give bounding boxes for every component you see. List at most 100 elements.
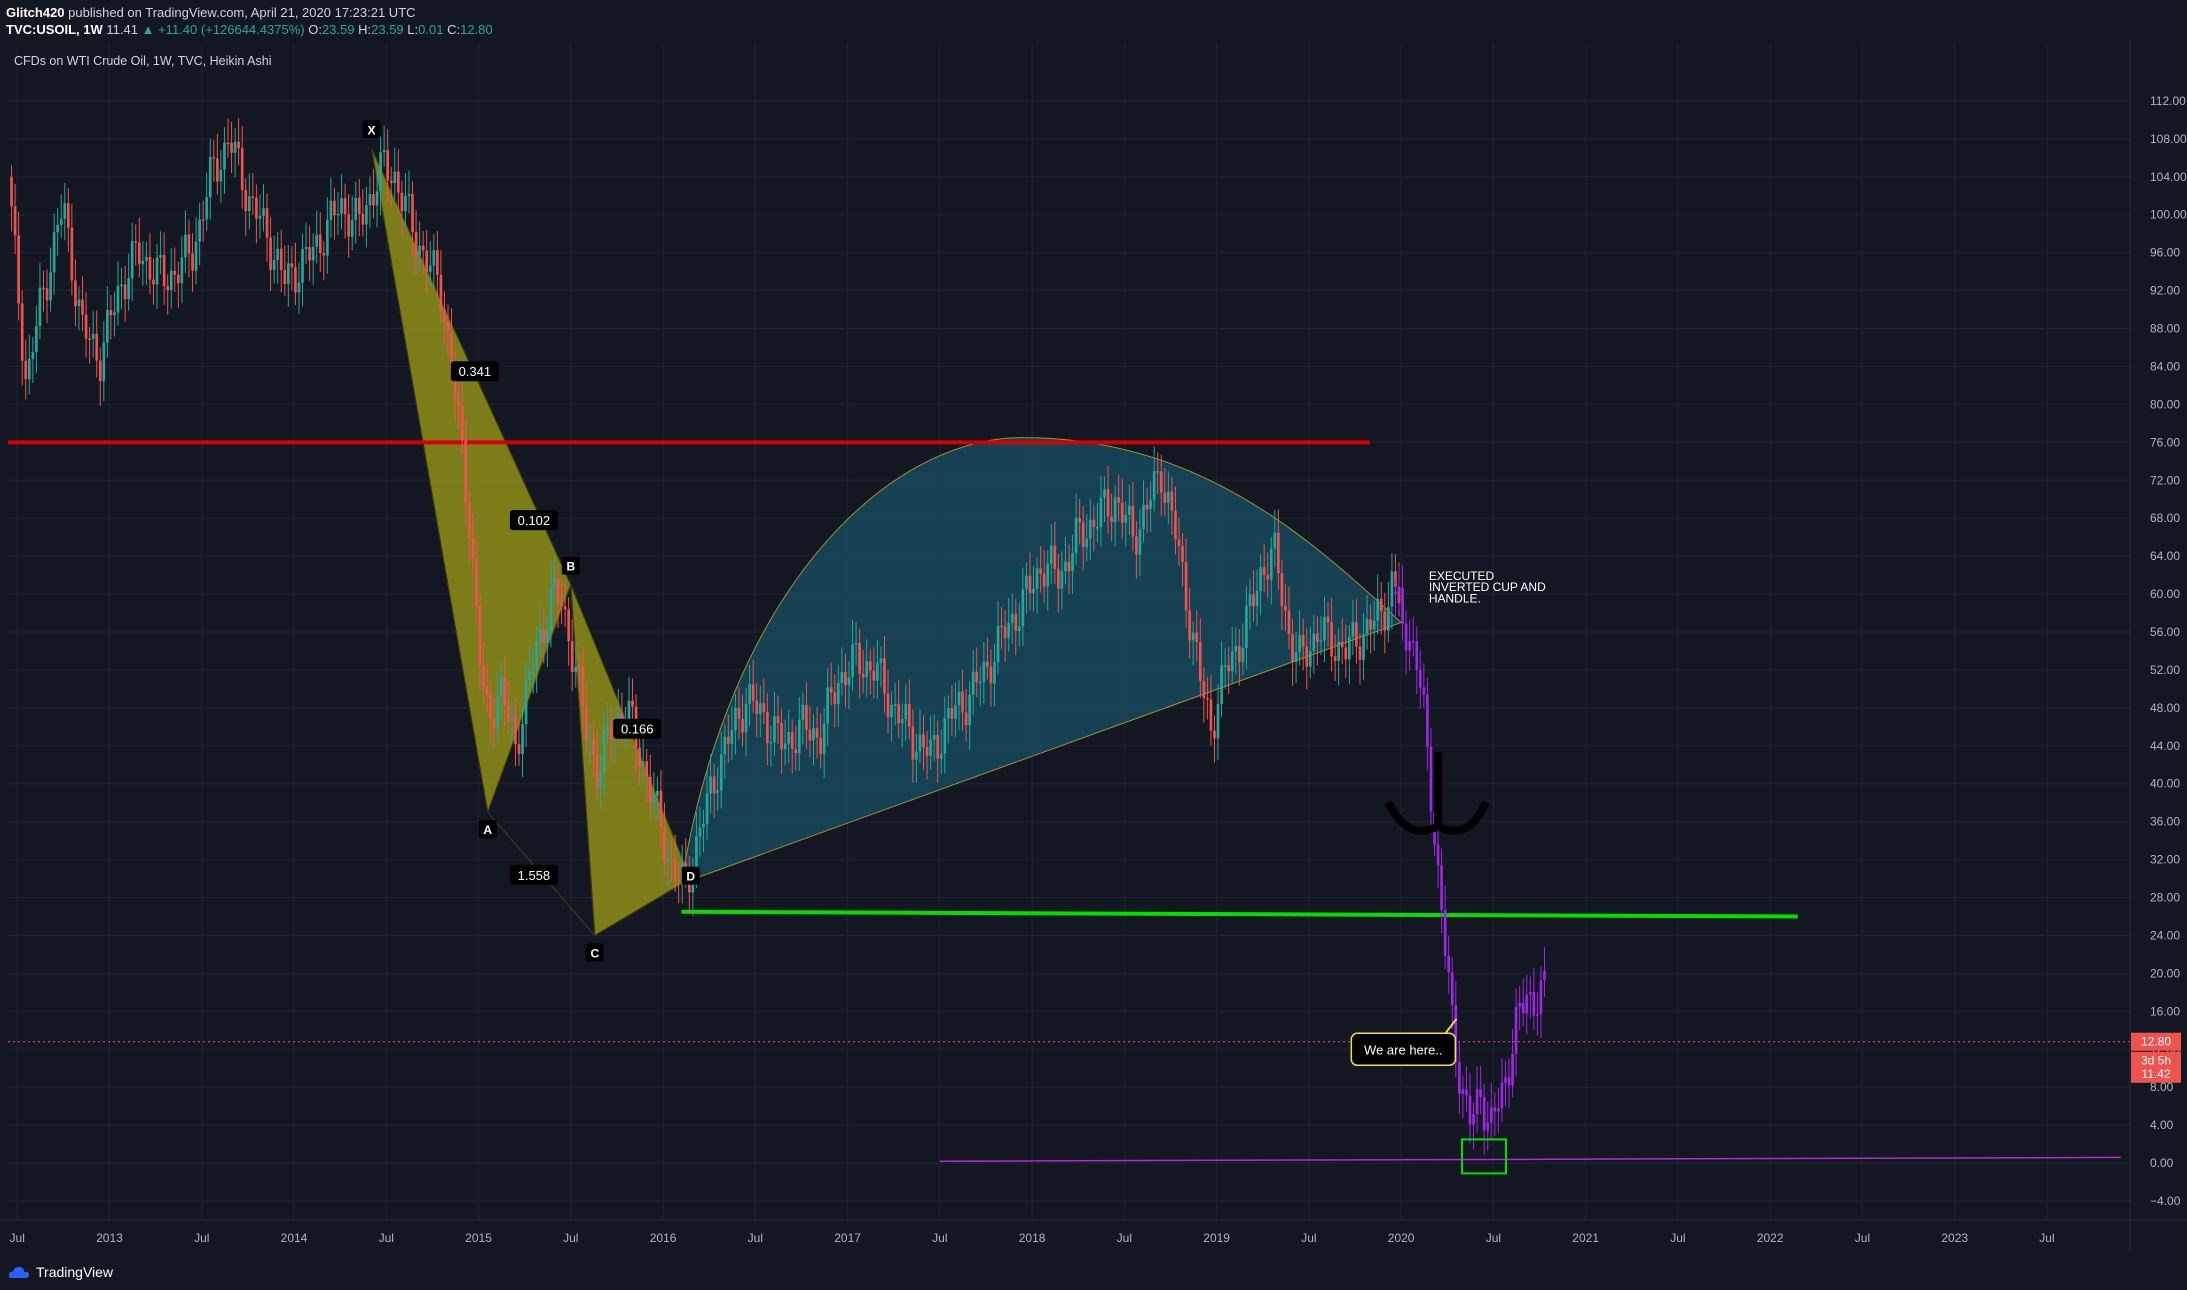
candle <box>499 677 503 697</box>
x-tick-label: 2018 <box>1019 1231 1046 1245</box>
y-tick-label: 48.00 <box>2150 701 2180 715</box>
candle <box>1092 519 1096 528</box>
candle <box>805 704 808 730</box>
candle <box>599 772 602 788</box>
candle <box>1262 567 1266 576</box>
candle <box>1326 616 1330 623</box>
x-tick-label: Jul <box>1301 1231 1316 1245</box>
candle <box>1379 598 1383 612</box>
candle <box>418 245 421 256</box>
candle <box>1383 611 1387 631</box>
x-tick-label: Jul <box>1855 1231 1870 1245</box>
candle <box>535 642 539 669</box>
symbol-label[interactable]: TVC:USOIL, 1W <box>6 22 103 37</box>
forecast-candle <box>1472 1114 1475 1125</box>
candle <box>712 776 716 794</box>
candle <box>333 200 336 216</box>
candle <box>287 263 290 284</box>
ratio-box <box>613 718 662 739</box>
candle <box>709 776 712 794</box>
candle <box>567 609 570 642</box>
candle <box>1355 622 1358 647</box>
candle <box>563 606 567 610</box>
candle <box>652 796 656 803</box>
candle <box>1181 545 1184 562</box>
ratio-box <box>509 510 558 531</box>
candle <box>1340 641 1344 648</box>
candle <box>457 399 460 407</box>
candle <box>964 712 968 725</box>
pattern-leg <box>570 584 596 936</box>
candle <box>432 250 436 266</box>
candle <box>318 234 322 254</box>
candle <box>1099 497 1103 528</box>
candle <box>968 694 971 725</box>
candle <box>993 662 996 684</box>
ratio-label: 1.558 <box>518 868 551 883</box>
candle <box>1280 573 1284 606</box>
candle <box>1319 640 1323 643</box>
candle <box>1138 529 1142 555</box>
candle <box>13 206 17 236</box>
candle <box>1007 622 1011 638</box>
y-tick-label: 84.00 <box>2150 359 2180 373</box>
y-tick-label: 88.00 <box>2150 322 2180 336</box>
last-price-tag-bg <box>2131 1064 2181 1083</box>
forecast-candle <box>1543 971 1546 981</box>
candle <box>123 284 127 300</box>
candle <box>1174 510 1177 540</box>
candle <box>560 603 563 607</box>
y-tick-label: 32.00 <box>2150 853 2180 867</box>
candle <box>45 288 49 301</box>
candle <box>1113 497 1117 523</box>
candle <box>719 754 723 791</box>
candle <box>1042 573 1046 587</box>
candle <box>1206 698 1209 700</box>
candle <box>1390 571 1394 607</box>
candle <box>375 191 379 206</box>
candle <box>354 197 358 221</box>
candle <box>400 192 404 212</box>
candle <box>467 503 471 538</box>
candle <box>404 195 407 212</box>
candle <box>773 716 776 743</box>
forecast-candle <box>1479 1089 1482 1097</box>
candle <box>514 716 517 745</box>
candle <box>1074 518 1078 553</box>
forecast-candle <box>1404 623 1408 651</box>
candle <box>102 342 106 382</box>
candle <box>208 156 212 198</box>
candle <box>1145 504 1149 510</box>
candle <box>255 197 258 219</box>
price-chart[interactable]: X A B C D 0.341 0.102 0.166 1.558 EXECUTEDINVERTE… <box>0 40 2187 1252</box>
y-tick-label: 40.00 <box>2150 777 2180 791</box>
x-tick-label: Jul <box>932 1231 947 1245</box>
candle <box>326 219 329 256</box>
candle <box>329 200 333 220</box>
candle <box>524 680 528 724</box>
candle <box>1298 635 1301 653</box>
forecast-candle <box>1411 640 1415 643</box>
x-tick-label: 2014 <box>281 1231 308 1245</box>
tradingview-logo[interactable]: TradingView <box>8 1264 113 1280</box>
forecast-candle <box>1461 1089 1465 1094</box>
candle <box>673 859 677 880</box>
candle <box>982 661 986 682</box>
candle <box>226 142 230 145</box>
author-name[interactable]: Glitch420 <box>6 5 65 20</box>
candle <box>52 232 56 273</box>
close-label: C: <box>447 22 461 37</box>
candle <box>297 282 301 293</box>
candle <box>1184 561 1188 611</box>
candle <box>74 280 77 307</box>
candle <box>776 716 780 724</box>
candle <box>237 141 240 149</box>
candle <box>276 248 280 261</box>
candle <box>191 253 194 271</box>
y-tick-label: 24.00 <box>2150 928 2180 942</box>
candle <box>134 241 138 243</box>
point-b-bg <box>561 556 580 575</box>
candle <box>879 658 883 663</box>
candle <box>1046 563 1050 587</box>
candle <box>986 661 989 667</box>
